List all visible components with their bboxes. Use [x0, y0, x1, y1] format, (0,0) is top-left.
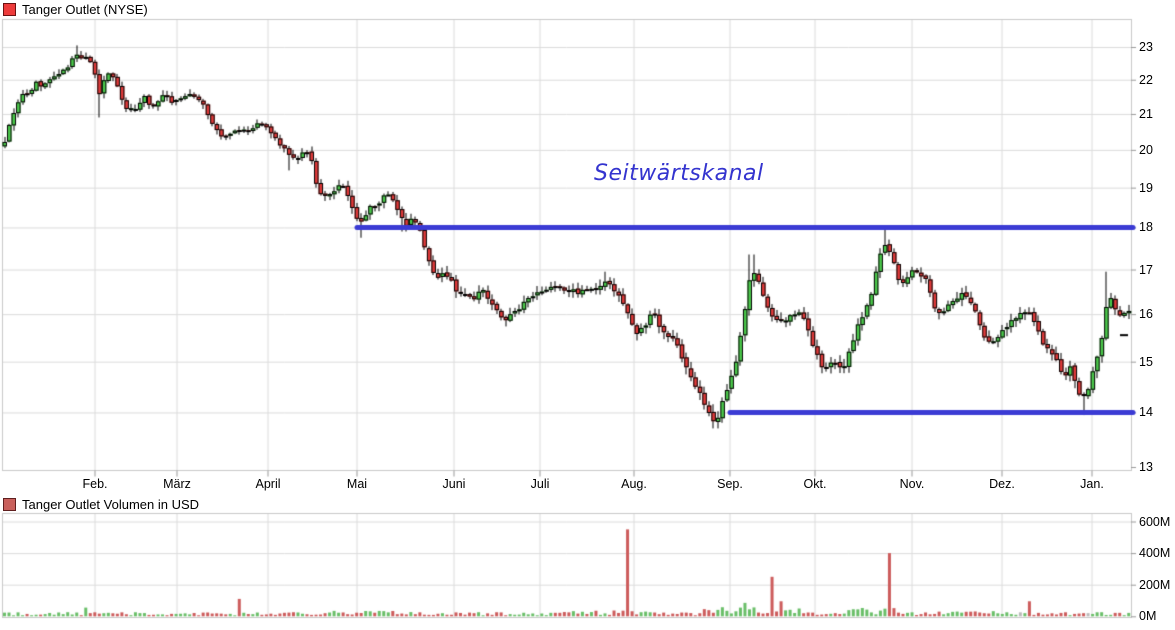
- price-tick-label: 20: [1139, 142, 1153, 157]
- price-tick-label: 13: [1139, 460, 1153, 474]
- month-tick-label: Juli: [530, 477, 550, 491]
- price-tick-label: 14: [1139, 405, 1153, 420]
- volume-tick-label: 600M: [1139, 514, 1171, 529]
- price-series-swatch-icon: [3, 3, 16, 16]
- month-tick-label: März: [163, 477, 191, 491]
- price-tick-label: 23: [1139, 40, 1153, 54]
- month-tick-label: Jan.: [1080, 477, 1104, 491]
- price-tick-label: 17: [1139, 262, 1153, 277]
- price-pane-title: Tanger Outlet (NYSE): [22, 2, 148, 17]
- sideways-channel-annotation: Seitwärtskanal: [594, 161, 764, 186]
- volume-tick-label: 200M: [1139, 577, 1171, 592]
- price-tick-label: 22: [1139, 72, 1153, 87]
- volume-pane-title: Tanger Outlet Volumen in USD: [22, 497, 200, 512]
- month-tick-label: April: [255, 477, 281, 491]
- price-pane-legend: Tanger Outlet (NYSE): [3, 2, 148, 17]
- month-tick-label: Nov.: [899, 477, 925, 491]
- month-tick-label: Dez.: [989, 477, 1015, 491]
- price-tick-label: 18: [1139, 220, 1153, 235]
- volume-tick-label: 0M: [1139, 609, 1157, 624]
- volume-series-swatch-icon: [3, 498, 16, 511]
- price-tick-label: 19: [1139, 180, 1153, 195]
- month-tick-label: Sep.: [717, 477, 743, 491]
- month-tick-label: Feb.: [82, 477, 108, 491]
- price-tick-label: 21: [1139, 106, 1153, 121]
- price-tick-label: 15: [1139, 354, 1153, 369]
- month-tick-label: Aug.: [621, 477, 647, 491]
- month-tick-label: Okt.: [803, 477, 827, 491]
- price-tick-label: 16: [1139, 307, 1153, 322]
- volume-tick-label: 400M: [1139, 546, 1171, 561]
- volume-pane-legend: Tanger Outlet Volumen in USD: [3, 497, 199, 512]
- month-tick-label: Juni: [442, 477, 466, 491]
- month-tick-label: Mai: [346, 477, 368, 491]
